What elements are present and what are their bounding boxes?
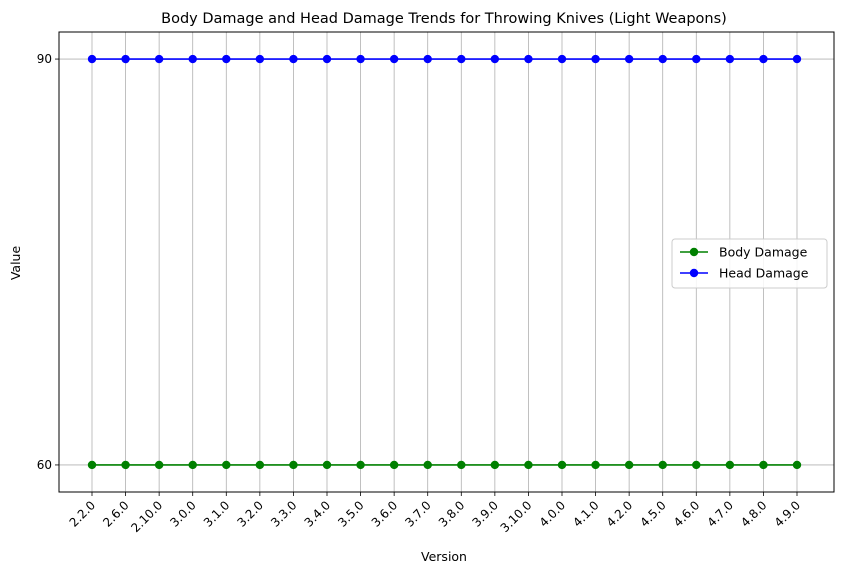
- head-damage-point: [524, 54, 533, 64]
- legend: Body Damage Head Damage: [671, 238, 828, 289]
- x-tick-label: 3.10.0: [498, 498, 535, 535]
- body-damage-point: [222, 460, 231, 470]
- head-damage-point: [87, 54, 97, 64]
- body-damage-point: [725, 460, 735, 470]
- head-damage-point: [490, 54, 500, 64]
- head-damage-point: [423, 54, 432, 64]
- body-damage-point: [121, 460, 130, 470]
- body-damage-point: [524, 460, 533, 470]
- body-damage-point: [154, 460, 164, 470]
- head-damage-point: [792, 54, 802, 64]
- x-tick-label: 3.6.0: [369, 498, 400, 529]
- body-damage-point: [423, 460, 432, 470]
- y-tick-label: 90: [37, 52, 52, 66]
- legend-box: [671, 238, 828, 289]
- x-tick-label: 3.5.0: [335, 498, 366, 529]
- body-damage-point: [759, 460, 768, 470]
- x-tick-label: 4.9.0: [772, 498, 803, 529]
- x-tick-label: 3.0.0: [167, 498, 198, 529]
- body-damage-point: [356, 460, 365, 470]
- body-damage-point: [289, 460, 298, 470]
- y-axis: 60 90: [37, 52, 59, 472]
- x-tick-label: 3.1.0: [201, 498, 232, 529]
- legend-label-head-damage: Head Damage: [719, 266, 809, 281]
- head-damage-point: [322, 54, 332, 64]
- body-damage-point: [692, 460, 701, 470]
- x-tick-label: 3.9.0: [469, 498, 500, 529]
- x-tick-label: 3.8.0: [436, 498, 467, 529]
- legend-marker-body-damage: [689, 247, 699, 257]
- body-damage-point: [624, 460, 634, 470]
- x-tick-label: 3.2.0: [234, 498, 265, 529]
- body-damage-point: [322, 460, 332, 470]
- x-tick-label: 3.4.0: [302, 498, 333, 529]
- body-damage-point: [188, 460, 197, 470]
- x-tick-label: 4.7.0: [704, 498, 735, 529]
- head-damage-point: [356, 54, 365, 64]
- head-damage-point: [759, 54, 768, 64]
- body-damage-point: [255, 460, 265, 470]
- head-damage-point: [121, 54, 130, 64]
- legend-label-body-damage: Body Damage: [719, 245, 808, 260]
- body-damage-point: [658, 460, 667, 470]
- x-tick-label: 4.5.0: [637, 498, 668, 529]
- series-lines: [87, 54, 802, 470]
- head-damage-point: [222, 54, 231, 64]
- head-damage-point: [557, 54, 567, 64]
- head-damage-point: [658, 54, 667, 64]
- body-damage-point: [457, 460, 466, 470]
- chart-title: Body Damage and Head Damage Trends for T…: [161, 11, 727, 27]
- x-axis-label: Version: [421, 549, 467, 564]
- x-tick-label: 2.2.0: [67, 498, 98, 529]
- x-tick-label: 2.6.0: [100, 498, 131, 529]
- body-damage-point: [389, 460, 399, 470]
- x-axis: 2.2.0 2.6.02.10.0 3.0.0 3.1.0 3.2.0 3.3.0 3.4.…: [67, 492, 803, 535]
- legend-marker-head-damage: [689, 268, 699, 278]
- x-tick-label: 4.1.0: [570, 498, 601, 529]
- body-damage-point: [557, 460, 567, 470]
- x-tick-label: 4.2.0: [604, 498, 635, 529]
- x-tick-label: 3.3.0: [268, 498, 299, 529]
- head-damage-point: [389, 54, 399, 64]
- x-tick-label: 2.10.0: [128, 498, 165, 535]
- x-tick-label: 4.0.0: [537, 498, 568, 529]
- plot-frame: [58, 31, 835, 493]
- body-damage-point: [87, 460, 97, 470]
- head-damage-point: [289, 54, 298, 64]
- head-damage-point: [188, 54, 197, 64]
- head-damage-point: [591, 54, 600, 64]
- head-damage-point: [154, 54, 164, 64]
- head-damage-point: [692, 54, 701, 64]
- y-axis-label: Value: [8, 246, 23, 281]
- head-damage-point: [725, 54, 735, 64]
- x-tick-label: 4.8.0: [738, 498, 769, 529]
- x-tick-label: 3.7.0: [402, 498, 433, 529]
- head-damage-point: [457, 54, 466, 64]
- body-damage-point: [591, 460, 600, 470]
- body-damage-point: [792, 460, 802, 470]
- head-damage-point: [255, 54, 265, 64]
- head-damage-point: [624, 54, 634, 64]
- y-tick-label: 60: [37, 458, 52, 472]
- body-damage-point: [490, 460, 500, 470]
- x-tick-label: 4.6.0: [671, 498, 702, 529]
